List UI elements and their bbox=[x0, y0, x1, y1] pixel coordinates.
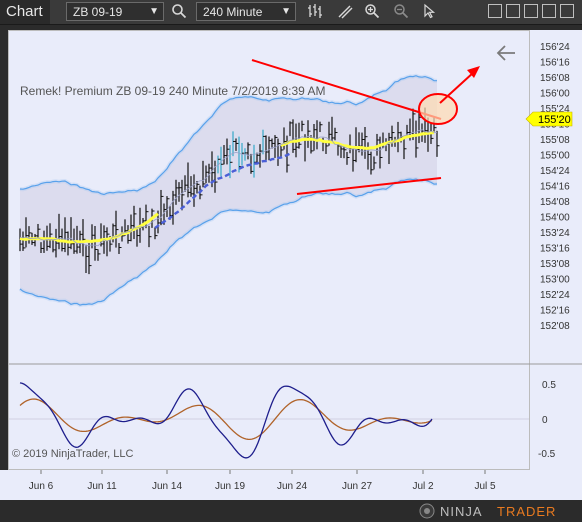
upper-trendline[interactable] bbox=[251, 59, 442, 120]
moving-average-yellow bbox=[19, 131, 435, 244]
chart-label: Remek! Premium ZB 09-19 240 Minute 7/2/2… bbox=[20, 84, 326, 98]
chart-title: Chart bbox=[0, 0, 50, 24]
moving-average-thin bbox=[19, 129, 438, 247]
time-axis[interactable] bbox=[0, 470, 582, 500]
price-marker-label: 155'20 bbox=[538, 114, 571, 126]
time-tick-label: Jul 2 bbox=[412, 481, 434, 492]
band-shading bbox=[20, 75, 437, 306]
price-tick-label: 155'24 bbox=[540, 104, 570, 115]
time-axis-labels: Jun 6 Jun 11 Jun 14 Jun 19 Jun 24 Jun 27 Jul 2… bbox=[29, 470, 496, 492]
price-tick-label: 154'00 bbox=[540, 213, 570, 224]
price-tick-label: 155'00 bbox=[540, 151, 570, 162]
price-tick-label: 152'24 bbox=[540, 290, 570, 301]
moving-average-blue-dashed bbox=[154, 152, 291, 229]
time-tick-label: Jun 11 bbox=[87, 481, 117, 492]
price-tick-label: 153'24 bbox=[540, 228, 570, 239]
brand-trader: TRADER bbox=[497, 504, 556, 519]
time-tick-label: Jun 24 bbox=[277, 481, 307, 492]
price-tick-label: 156'08 bbox=[540, 73, 570, 84]
copyright-label: © 2019 NinjaTrader, LLC bbox=[12, 448, 133, 460]
chevron-down-icon: ▼ bbox=[281, 6, 291, 17]
time-tick-label: Jul 5 bbox=[474, 481, 496, 492]
window-icon-3[interactable] bbox=[524, 4, 538, 18]
bar-type-icon[interactable] bbox=[306, 3, 324, 21]
interval-value: 240 Minute bbox=[203, 5, 263, 19]
ninjatrader-logo-icon bbox=[419, 503, 435, 519]
oscillator-tick-label: 0 bbox=[542, 415, 548, 426]
instrument-value: ZB 09-19 bbox=[73, 5, 123, 19]
zoom-out-icon[interactable] bbox=[392, 3, 410, 21]
footer bbox=[0, 500, 582, 522]
window-icon-1[interactable] bbox=[488, 4, 502, 18]
brand-ninja: NINJA bbox=[440, 504, 483, 519]
price-tick-label: 156'00 bbox=[540, 89, 570, 100]
window-icon-4[interactable] bbox=[542, 4, 556, 18]
band-lower-glow bbox=[18, 176, 438, 308]
time-tick-label: Jun 27 bbox=[342, 481, 372, 492]
window-icon-2[interactable] bbox=[506, 4, 520, 18]
oscillator-tick-label: 0.5 bbox=[542, 380, 556, 391]
oscillator-axis-labels: 0.5 0 -0.5 bbox=[538, 380, 556, 460]
chart-toolbar: Chart ZB 09-19 ▼ 240 Minute ▼ bbox=[0, 0, 582, 25]
zoom-in-icon[interactable] bbox=[363, 3, 381, 21]
price-axis-labels: 156'24156'16156'08156'00155'24155'16155'… bbox=[540, 42, 570, 332]
time-tick-label: Jun 6 bbox=[29, 481, 54, 492]
price-tick-label: 156'24 bbox=[540, 42, 570, 53]
price-tick-label: 152'16 bbox=[540, 306, 570, 317]
oscillator-signal-line bbox=[19, 398, 433, 441]
scroll-back-icon[interactable] bbox=[496, 45, 515, 61]
price-tick-label: 152'08 bbox=[540, 321, 570, 332]
band-upper-glow bbox=[19, 73, 438, 197]
search-icon[interactable] bbox=[170, 3, 188, 21]
breakout-arrow-head bbox=[467, 66, 480, 78]
chevron-down-icon: ▼ bbox=[149, 6, 159, 17]
price-marker-shape bbox=[525, 111, 573, 127]
breakout-highlight[interactable] bbox=[418, 93, 458, 125]
price-tick-label: 156'16 bbox=[540, 58, 570, 69]
price-tick-label: 153'16 bbox=[540, 244, 570, 255]
band-lower-line bbox=[19, 178, 438, 306]
price-tick-label: 153'00 bbox=[540, 275, 570, 286]
time-tick-label: Jun 14 bbox=[152, 481, 182, 492]
price-tick-label: 154'24 bbox=[540, 166, 570, 177]
price-tick-label: 155'08 bbox=[540, 135, 570, 146]
oscillator-main-line bbox=[19, 382, 433, 459]
price-tick-label: 153'08 bbox=[540, 259, 570, 270]
oscillator-tick-label: -0.5 bbox=[538, 449, 556, 460]
interval-selector[interactable]: 240 Minute ▼ bbox=[196, 2, 296, 21]
time-tick-label: Jun 19 bbox=[215, 481, 245, 492]
window-icon-5[interactable] bbox=[560, 4, 574, 18]
band-upper-line bbox=[19, 75, 438, 196]
price-axis[interactable] bbox=[530, 30, 582, 470]
price-tick-label: 154'16 bbox=[540, 182, 570, 193]
breakout-arrow-line[interactable] bbox=[439, 71, 475, 104]
drawing-tools-icon[interactable] bbox=[336, 3, 354, 21]
lower-trendline[interactable] bbox=[296, 177, 442, 195]
price-tick-label: 154'08 bbox=[540, 197, 570, 208]
instrument-selector[interactable]: ZB 09-19 ▼ bbox=[66, 2, 164, 21]
pointer-icon[interactable] bbox=[420, 3, 438, 21]
